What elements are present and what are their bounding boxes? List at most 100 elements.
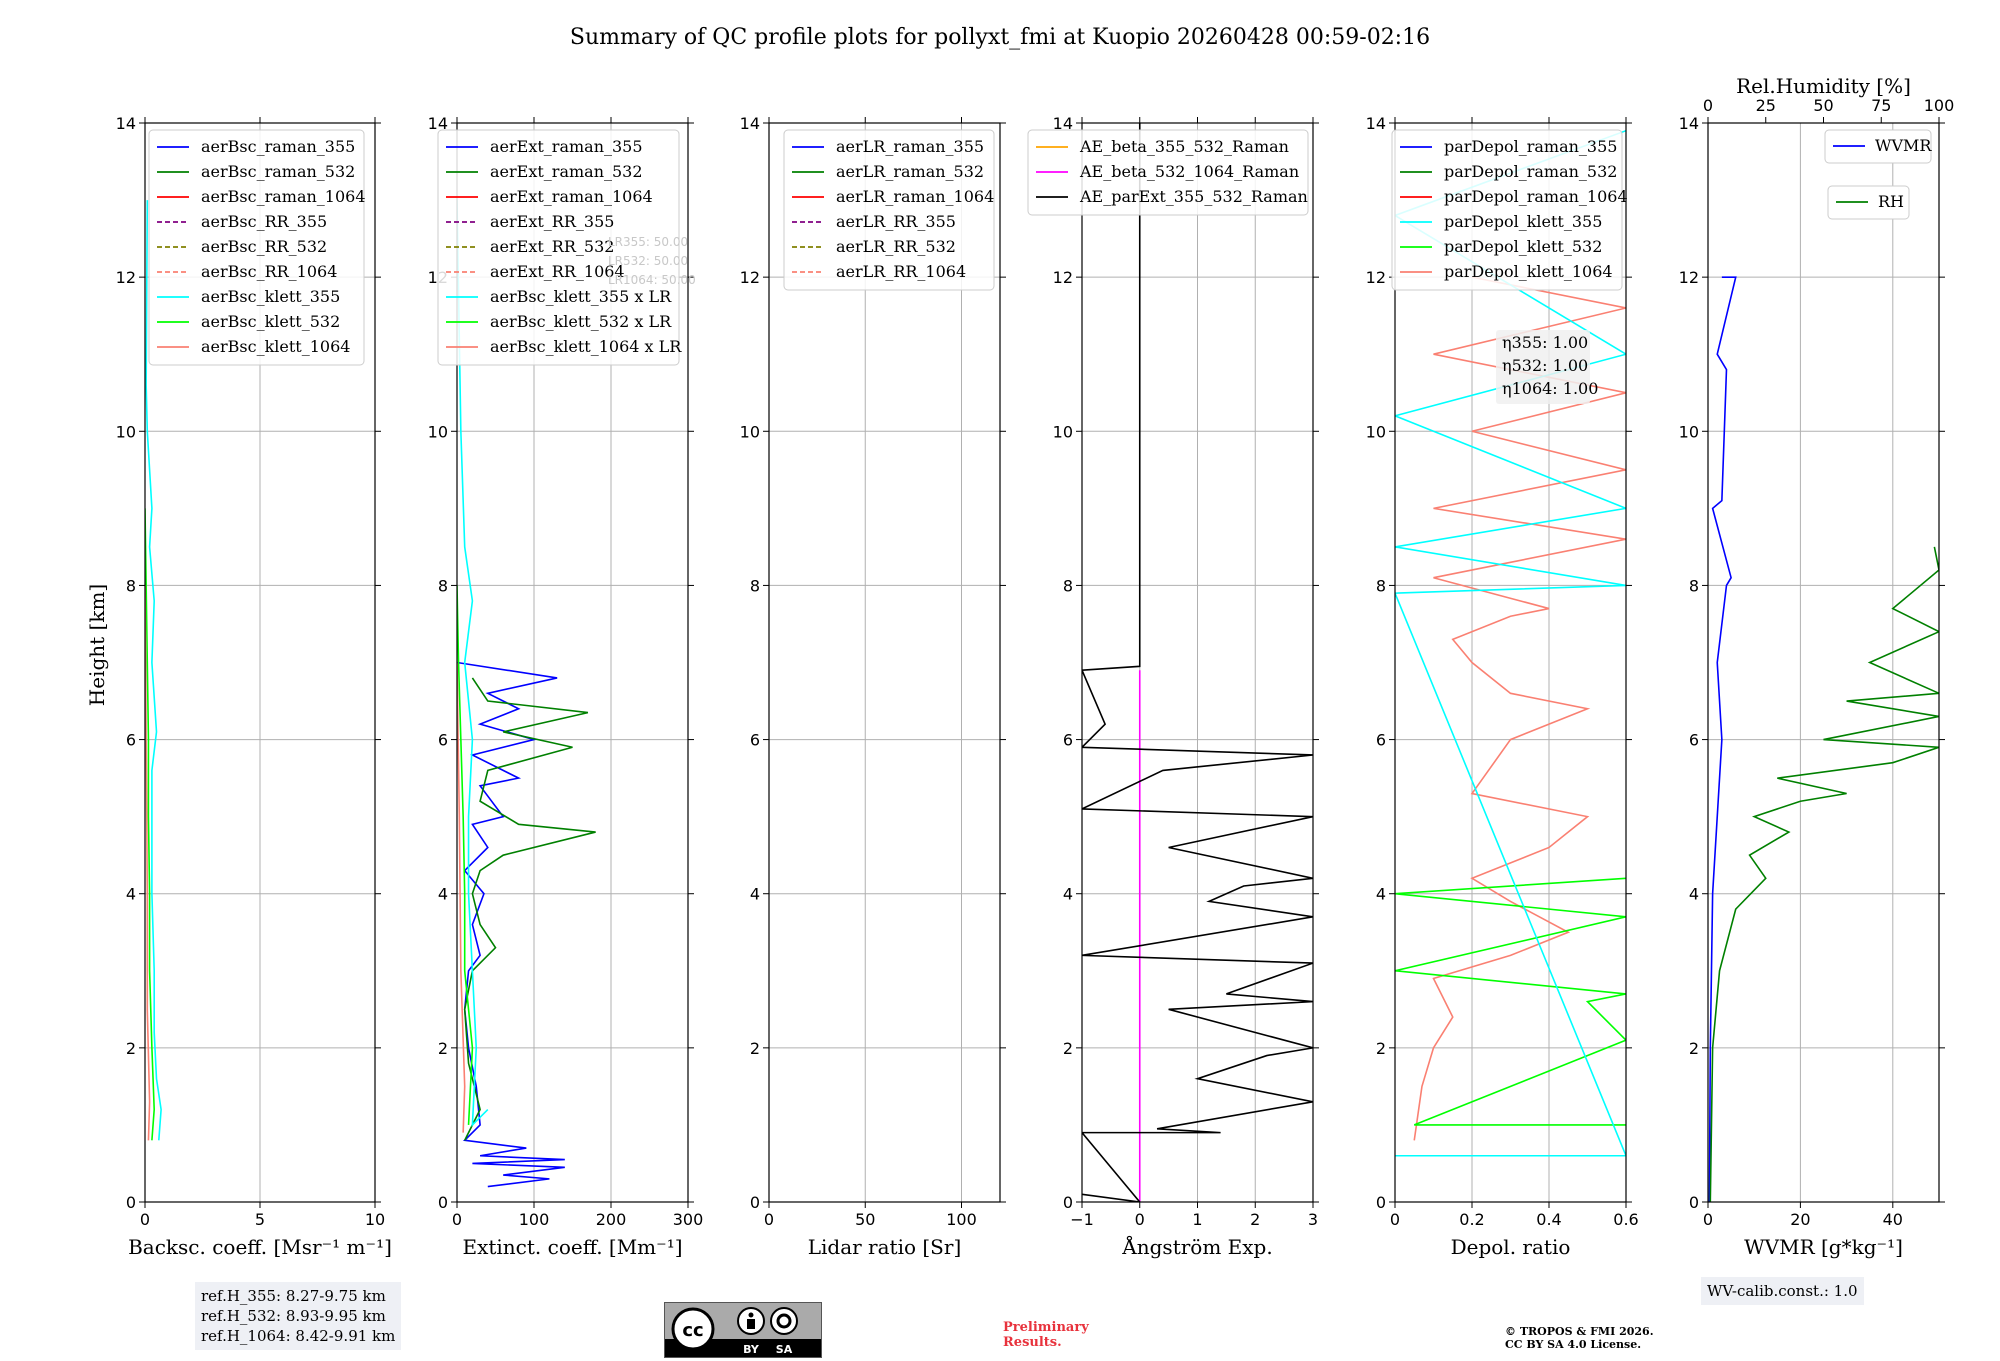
x-axis-label: Depol. ratio bbox=[1451, 1235, 1571, 1259]
preliminary-note: Preliminary Results. bbox=[1003, 1320, 1089, 1350]
y-tick-label: 4 bbox=[750, 885, 760, 904]
y-tick-label: 6 bbox=[1063, 731, 1073, 750]
y-tick-label: 10 bbox=[428, 422, 448, 441]
y-tick-label: 0 bbox=[1376, 1193, 1386, 1212]
lr-annotation: LR1064: 50.00 bbox=[608, 273, 696, 287]
svg-text:cc: cc bbox=[682, 1320, 703, 1341]
legend-label: AE_beta_355_532_Raman bbox=[1079, 137, 1289, 156]
svg-text:SA: SA bbox=[776, 1343, 793, 1356]
y-tick-label: 10 bbox=[1053, 422, 1073, 441]
series-RH bbox=[1709, 546, 1939, 1202]
eta-annotation: η1064: 1.00 bbox=[1502, 379, 1598, 398]
eta-annotation: η355: 1.00 bbox=[1502, 333, 1588, 352]
axes-frame bbox=[768, 122, 1001, 1203]
cc-logo-icon bbox=[671, 1307, 715, 1351]
y-tick-label: 10 bbox=[1679, 422, 1699, 441]
legend-box bbox=[437, 129, 680, 366]
y-tick-label: 14 bbox=[1679, 114, 1699, 133]
legend-box bbox=[1824, 129, 1932, 164]
ref-height-355: ref.H_355: 8.27-9.75 km bbox=[201, 1287, 386, 1305]
y-tick-label: 14 bbox=[1366, 114, 1386, 133]
axes-frame bbox=[1707, 122, 1940, 1203]
x-tick-label: 0 bbox=[1703, 1210, 1713, 1229]
x2-tick-label: 50 bbox=[1813, 96, 1833, 115]
plot-area bbox=[1708, 276, 1939, 1202]
legend-label: aerBsc_raman_1064 bbox=[201, 187, 366, 206]
x-tick-label: 20 bbox=[1790, 1210, 1810, 1229]
y-tick-label: 14 bbox=[1053, 114, 1073, 133]
figure-title: Summary of QC profile plots for pollyxt_… bbox=[570, 25, 1430, 50]
y-tick-label: 8 bbox=[126, 576, 136, 595]
panel-backscatter: 0 5 10 0 2 4 6 8 10 12 14 Backsc. coeff. [Msr⁻¹ m⁻¹… bbox=[116, 114, 392, 1259]
x-axis-label: Lidar ratio [Sr] bbox=[808, 1235, 962, 1259]
y-tick-label: 6 bbox=[1689, 731, 1699, 750]
y-tick-label: 8 bbox=[1376, 576, 1386, 595]
legend-label: AE_parExt_355_532_Raman bbox=[1079, 187, 1308, 206]
x-tick-label: 0 bbox=[764, 1210, 774, 1229]
legend-label: aerExt_RR_355 bbox=[490, 212, 614, 231]
series-parDepol_klett_532 bbox=[1395, 877, 1626, 1126]
eta-annotation: η532: 1.00 bbox=[1502, 356, 1588, 375]
legend-label: aerBsc_raman_355 bbox=[201, 137, 355, 156]
legend-label: aerBsc_RR_532 bbox=[201, 237, 327, 256]
y-tick-label: 0 bbox=[126, 1193, 136, 1212]
x-tick-label: 0.4 bbox=[1536, 1210, 1561, 1229]
legend-label: parDepol_raman_1064 bbox=[1444, 187, 1628, 206]
y-tick-label: 14 bbox=[428, 114, 448, 133]
axes-frame bbox=[456, 122, 689, 1203]
y-tick-label: 12 bbox=[740, 268, 760, 287]
y-tick-label: 6 bbox=[750, 731, 760, 750]
series-aerExt_raman_532 bbox=[463, 677, 596, 1141]
x-tick-label: 200 bbox=[596, 1210, 627, 1229]
y-axis-label: Height [km] bbox=[85, 584, 109, 706]
legend-label: aerBsc_klett_1064 x LR bbox=[490, 337, 682, 356]
y-tick-label: 6 bbox=[1376, 731, 1386, 750]
legend-label: aerLR_raman_1064 bbox=[836, 187, 994, 206]
x-tick-label: −1 bbox=[1070, 1210, 1094, 1229]
legend-label: parDepol_klett_355 bbox=[1444, 212, 1602, 231]
plot-area bbox=[457, 200, 596, 1188]
legend-label: aerBsc_raman_532 bbox=[201, 162, 355, 181]
legend-box bbox=[1027, 129, 1309, 216]
plot-area bbox=[145, 200, 162, 1141]
y-tick-label: 4 bbox=[1689, 885, 1699, 904]
series-AE_parExt_355_532_Raman bbox=[1082, 123, 1313, 1202]
y-tick-label: 4 bbox=[1376, 885, 1386, 904]
legend-box bbox=[1391, 129, 1623, 291]
y-tick-label: 12 bbox=[1053, 268, 1073, 287]
y-tick-label: 10 bbox=[116, 422, 136, 441]
x-tick-label: 50 bbox=[855, 1210, 875, 1229]
x-tick-label: 10 bbox=[365, 1210, 385, 1229]
y-tick-label: 8 bbox=[750, 576, 760, 595]
ref-height-1064: ref.H_1064: 8.42-9.91 km bbox=[201, 1327, 396, 1345]
legend-label: aerBsc_RR_355 bbox=[201, 212, 327, 231]
series-WVMR bbox=[1708, 276, 1737, 1202]
legend-label: aerLR_RR_355 bbox=[836, 212, 956, 231]
y-tick-label: 8 bbox=[1063, 576, 1073, 595]
legend-label: AE_beta_532_1064_Raman bbox=[1079, 162, 1299, 181]
y-tick-label: 6 bbox=[126, 731, 136, 750]
x2-tick-label: 0 bbox=[1703, 96, 1713, 115]
legend-label: aerExt_RR_532 bbox=[490, 237, 614, 256]
y-tick-label: 12 bbox=[116, 268, 136, 287]
series-aerBsc_klett_1064 bbox=[145, 585, 151, 1141]
plot-area bbox=[1082, 123, 1313, 1202]
legend-label: aerExt_raman_1064 bbox=[490, 187, 653, 206]
y-tick-label: 2 bbox=[750, 1039, 760, 1058]
legend-box bbox=[1827, 185, 1910, 220]
lr-annotation: LR532: 50.00 bbox=[608, 254, 688, 268]
y-tick-label: 12 bbox=[1679, 268, 1699, 287]
legend-label: aerBsc_klett_355 x LR bbox=[490, 287, 672, 306]
x-tick-label: 100 bbox=[946, 1210, 977, 1229]
x-tick-label: 0 bbox=[140, 1210, 150, 1229]
legend-box bbox=[783, 129, 995, 291]
lr-annotation: LR355: 50.00 bbox=[608, 235, 688, 249]
x2-tick-label: 100 bbox=[1924, 96, 1955, 115]
reference-heights-box: ref.H_355: 8.27-9.75 km ref.H_532: 8.93-… bbox=[195, 1282, 402, 1350]
y-tick-label: 2 bbox=[1376, 1039, 1386, 1058]
y-tick-label: 10 bbox=[1366, 422, 1386, 441]
y-tick-label: 4 bbox=[1063, 885, 1073, 904]
series-aerBsc_klett_1064 x LR bbox=[457, 662, 466, 1133]
legend-label: aerExt_raman_532 bbox=[490, 162, 643, 181]
